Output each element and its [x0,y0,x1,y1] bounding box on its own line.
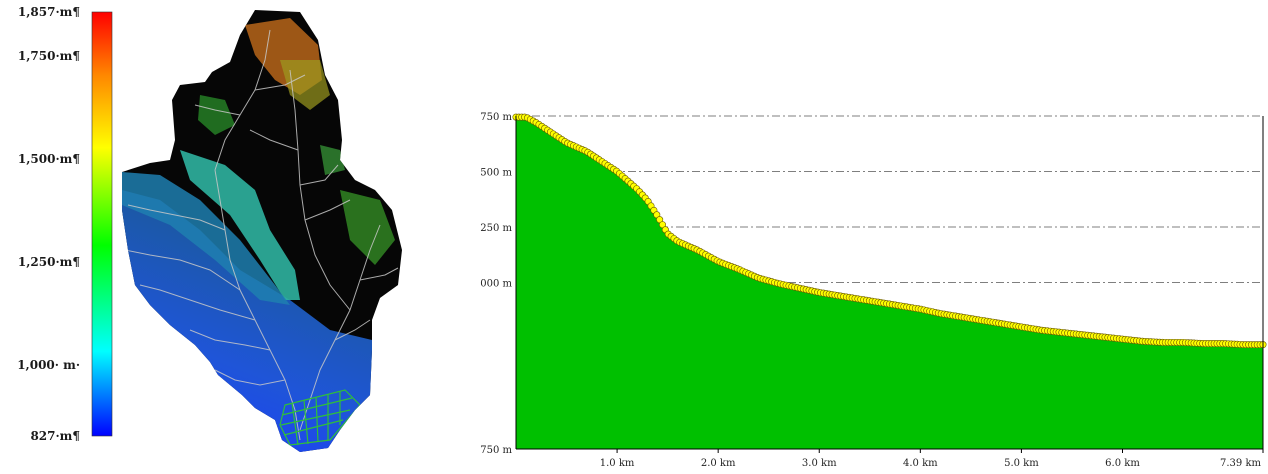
x-tick-label: 3.0 km [802,458,837,469]
x-tick-label: 5.0 km [1004,458,1039,469]
x-tick-label: 2.0 km [701,458,736,469]
x-tick-label: 6.0 km [1105,458,1140,469]
legend-label: 1,500·m¶ [17,151,80,166]
legend-labels: 1,857·m¶ 1,750·m¶ 1,500·m¶ 1,250·m¶ 1,000· m… [0,0,92,474]
legend-label: 1,000· m· [17,357,80,372]
legend-label: 1,857·m¶ [17,5,80,19]
basin-green-patch-2 [340,190,395,265]
profile-y-ticks: 750 m 500 m 250 m 000 m 750 m [480,112,512,456]
y-tick-label: 250 m [480,223,512,234]
stream-network [124,29,399,441]
legend-label: 1,750·m¶ [17,49,80,64]
y-tick-label: 500 m [480,168,512,179]
profile-markers [512,113,1267,349]
basin-cyan-band [122,172,290,305]
y-tick-label: 000 m [480,279,512,290]
profile-area [516,117,1263,450]
profile-axes [515,116,1264,450]
legend-color-bar [91,11,113,437]
outlet-grid [279,389,361,446]
legend-label: 827·m¶ [30,429,80,443]
x-tick-label: 1.0 km [600,458,635,469]
basin-green-patch-1 [198,95,235,135]
basin-teal-ridge [180,150,300,300]
x-tick-label: 4.0 km [903,458,938,469]
x-tick-label: 7.39 km [1220,458,1262,469]
legend-label: 1,250·m¶ [17,254,80,269]
y-tick-label: 750 m [480,112,512,123]
y-tick-label: 750 m [480,445,512,456]
basin-green-patch-3 [320,145,345,175]
basin-yellow-patch [280,60,330,110]
profile-x-ticks: 1.0 km 2.0 km 3.0 km 4.0 km 5.0 km 6.0 km 7.39… [600,449,1264,469]
